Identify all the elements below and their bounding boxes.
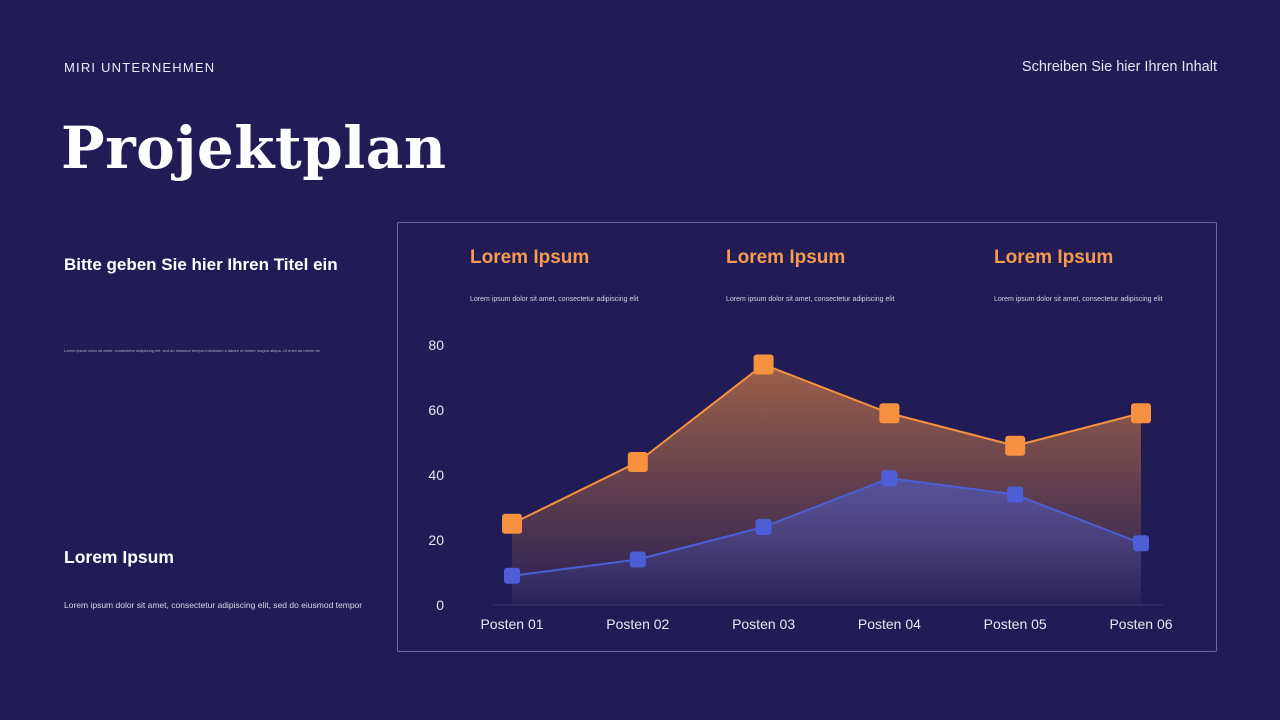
panel-column-3: Lorem Ipsum Lorem ipsum dolor sit amet, … [994, 247, 1244, 303]
marker-blue-series-5 [1007, 486, 1024, 503]
marker-blue-series-1 [504, 567, 520, 584]
marker-blue-series-2 [629, 551, 646, 568]
marker-blue-series-3 [755, 519, 772, 535]
x-category-label: Posten 03 [732, 616, 795, 632]
x-category-label: Posten 06 [1109, 616, 1172, 632]
panel-column-1-subtitle: Lorem ipsum dolor sit amet, consectetur … [470, 296, 639, 303]
marker-orange-series-6 [1131, 403, 1151, 424]
page-title: Projektplan [61, 114, 447, 182]
marker-blue-series-4 [881, 470, 898, 487]
y-tick-label: 40 [428, 467, 444, 483]
marker-orange-series-2 [627, 452, 648, 472]
panel-column-3-title: Lorem Ipsum [994, 247, 1114, 268]
marker-orange-series-4 [879, 403, 900, 424]
y-tick-label: 20 [428, 532, 444, 548]
marker-blue-series-6 [1133, 535, 1149, 552]
company-name: MIRI UNTERNEHMEN [64, 60, 216, 75]
left-lorem-body: Lorem ipsum dolor sit amet, consectetur … [64, 600, 363, 610]
panel-column-3-subtitle: Lorem ipsum dolor sit amet, consectetur … [994, 296, 1163, 303]
panel-column-2-title: Lorem Ipsum [726, 247, 846, 268]
left-lorem-heading: Lorem Ipsum [64, 547, 174, 567]
y-tick-label: 80 [428, 337, 444, 353]
area-blue-series [512, 478, 1141, 605]
y-tick-label: 0 [436, 597, 444, 613]
chart-panel: Lorem Ipsum Lorem ipsum dolor sit amet, … [397, 222, 1217, 652]
left-subtitle: Bitte geben Sie hier Ihren Titel ein [64, 255, 338, 274]
x-category-label: Posten 01 [480, 616, 543, 632]
panel-column-1: Lorem Ipsum Lorem ipsum dolor sit amet, … [470, 247, 720, 303]
marker-orange-series-3 [753, 354, 774, 375]
line-blue-series [511, 477, 1142, 577]
x-category-label: Posten 02 [606, 616, 669, 632]
header-note: Schreiben Sie hier Ihren Inhalt [1021, 59, 1217, 75]
line-orange-series [511, 363, 1142, 525]
y-tick-label: 60 [428, 402, 444, 418]
left-fine-print: Lorem ipsum dolor sit amet, consectetur … [64, 348, 320, 353]
panel-column-2: Lorem Ipsum Lorem ipsum dolor sit amet, … [726, 247, 976, 303]
x-category-label: Posten 04 [858, 616, 921, 632]
marker-orange-series-1 [502, 513, 522, 534]
chart-svg: 0 20 40 60 80 Posten 01 Posten 02 Posten 03 Post… [428, 337, 1172, 632]
panel-column-1-title: Lorem Ipsum [470, 247, 590, 268]
x-category-label: Posten 05 [984, 616, 1047, 632]
marker-orange-series-5 [1005, 435, 1026, 456]
panel-column-2-subtitle: Lorem ipsum dolor sit amet, consectetur … [726, 296, 895, 303]
